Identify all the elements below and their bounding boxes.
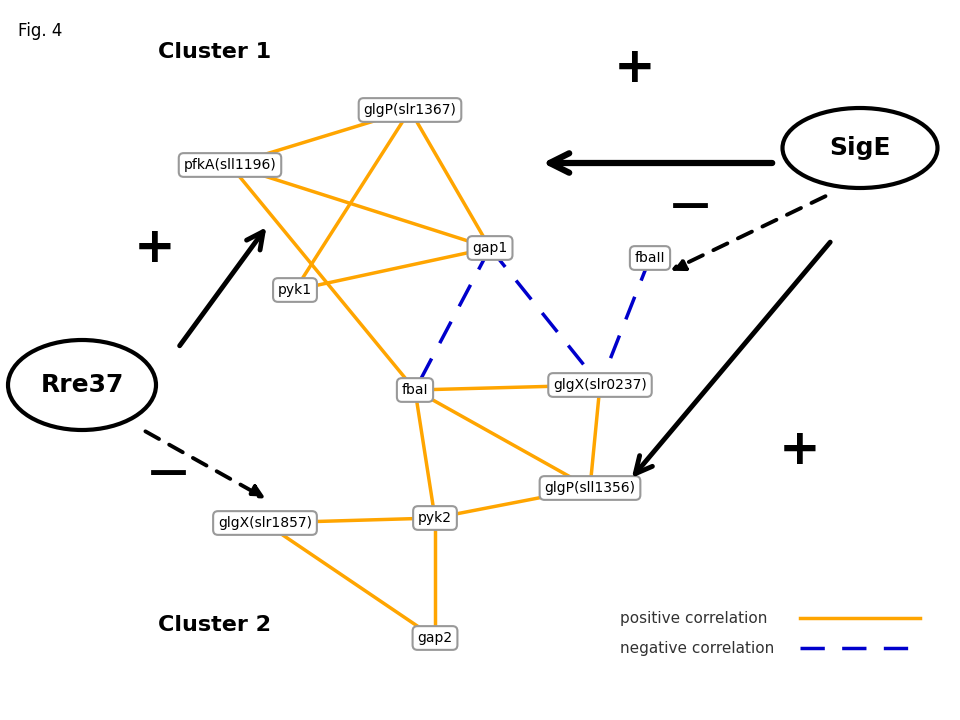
- Text: gap2: gap2: [418, 631, 452, 645]
- Text: negative correlation: negative correlation: [620, 641, 775, 655]
- Text: pyk2: pyk2: [418, 511, 452, 525]
- Text: Cluster 1: Cluster 1: [158, 42, 272, 62]
- Text: +: +: [614, 44, 656, 92]
- Text: glgX(slr0237): glgX(slr0237): [553, 378, 647, 392]
- Text: gap1: gap1: [472, 241, 508, 255]
- Text: Fig. 4: Fig. 4: [18, 22, 62, 40]
- Text: glgP(sll1356): glgP(sll1356): [544, 481, 636, 495]
- Text: glgX(slr1857): glgX(slr1857): [218, 516, 312, 530]
- Text: pyk1: pyk1: [278, 283, 312, 297]
- Ellipse shape: [8, 340, 156, 430]
- Text: pfkA(sll1196): pfkA(sll1196): [183, 158, 276, 172]
- Text: glgP(slr1367): glgP(slr1367): [364, 103, 456, 117]
- Text: SigE: SigE: [829, 136, 891, 160]
- Ellipse shape: [782, 108, 938, 188]
- Text: fbaI: fbaI: [401, 383, 428, 397]
- Text: —: —: [670, 186, 709, 224]
- Text: fbaII: fbaII: [635, 251, 665, 265]
- Text: +: +: [134, 224, 176, 272]
- Text: positive correlation: positive correlation: [620, 611, 767, 626]
- Text: +: +: [780, 426, 821, 474]
- Text: —: —: [149, 453, 187, 491]
- Text: Cluster 2: Cluster 2: [158, 615, 272, 635]
- Text: Rre37: Rre37: [40, 373, 124, 397]
